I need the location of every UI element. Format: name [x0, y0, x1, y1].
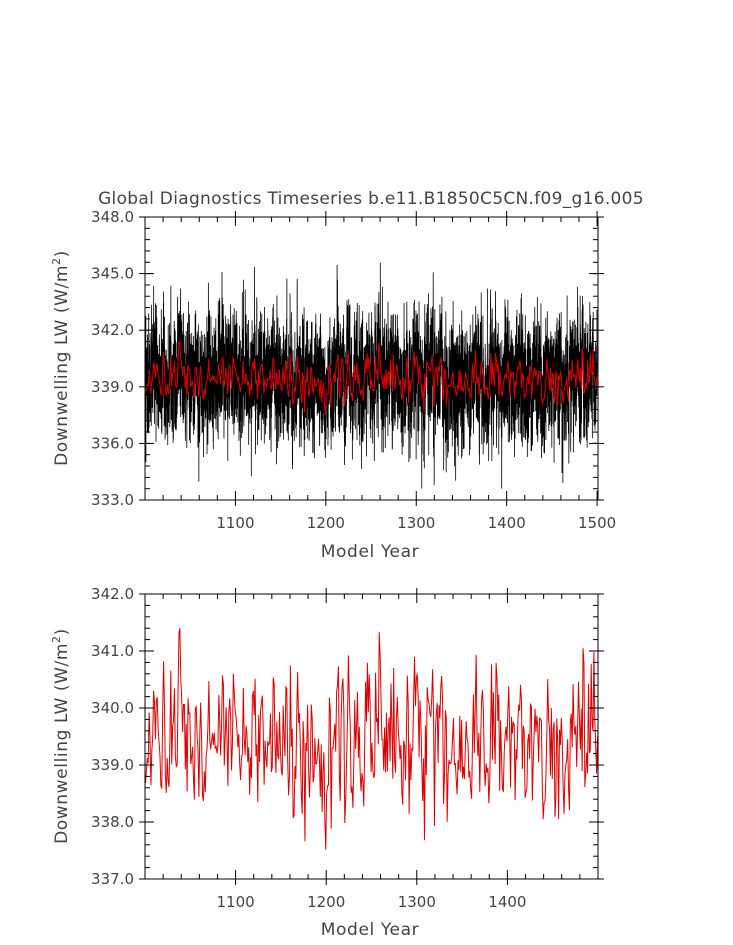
bottom-panel: 1100 1200 1300 1400 337.0 338.0 339.0 340.0 341.… [50, 585, 604, 940]
top-y-axis-label-suffix: ) [52, 250, 72, 257]
y-tick-label: 339.0 [91, 378, 134, 396]
monthly-series-line [144, 262, 598, 489]
chart-title: Global Diagnostics Timeseries b.e11.B185… [98, 189, 644, 209]
bottom-ticks-group [139, 588, 604, 885]
top-series-group [144, 262, 598, 489]
y-tick-label: 333.0 [91, 491, 134, 509]
y-tick-label: 341.0 [91, 642, 134, 660]
y-tick-label: 345.0 [91, 265, 134, 283]
top-tick-labels-group: 1100 1200 1300 1400 1500 333.0 336.0 339.0 342.0… [91, 208, 616, 532]
bottom-x-axis-label: Model Year [321, 920, 419, 940]
x-tick-label: 1300 [398, 893, 436, 911]
annual-mean-series-line [144, 339, 598, 415]
y-tick-label: 342.0 [91, 585, 134, 603]
x-tick-label: 1400 [488, 514, 526, 532]
top-y-axis-label-main: Downwelling LW (W/m [52, 265, 72, 466]
top-y-axis-label: Downwelling LW (W/m2) [50, 250, 72, 466]
top-panel: Global Diagnostics Timeseries b.e11.B185… [50, 189, 644, 562]
x-tick-label: 1200 [307, 514, 345, 532]
x-tick-label: 1400 [488, 893, 526, 911]
y-tick-label: 338.0 [91, 813, 134, 831]
annual-mean-series-line [144, 628, 599, 850]
top-y-axis-label-superscript: 2 [50, 257, 63, 265]
y-tick-label: 336.0 [91, 434, 134, 452]
x-tick-label: 1200 [307, 893, 345, 911]
bottom-y-axis-label-suffix: ) [52, 628, 72, 635]
y-tick-label: 337.0 [91, 870, 134, 888]
x-tick-label: 1100 [216, 514, 254, 532]
y-tick-label: 339.0 [91, 756, 134, 774]
bottom-plot-frame [144, 593, 599, 880]
bottom-y-axis-label-main: Downwelling LW (W/m [52, 643, 72, 844]
y-tick-label: 340.0 [91, 699, 134, 717]
top-x-axis-label: Model Year [321, 542, 419, 562]
bottom-series-group [144, 628, 599, 850]
x-tick-label: 1300 [397, 514, 435, 532]
x-tick-label: 1500 [578, 514, 616, 532]
y-tick-label: 342.0 [91, 321, 134, 339]
top-plot-frame [144, 216, 599, 501]
bottom-tick-labels-group: 1100 1200 1300 1400 337.0 338.0 339.0 340.0 341.… [91, 585, 526, 911]
bottom-y-axis-label-superscript: 2 [50, 635, 63, 643]
bottom-y-axis-label: Downwelling LW (W/m2) [50, 628, 72, 844]
y-tick-label: 348.0 [91, 208, 134, 226]
top-ticks-group [139, 211, 604, 506]
x-tick-label: 1100 [217, 893, 255, 911]
